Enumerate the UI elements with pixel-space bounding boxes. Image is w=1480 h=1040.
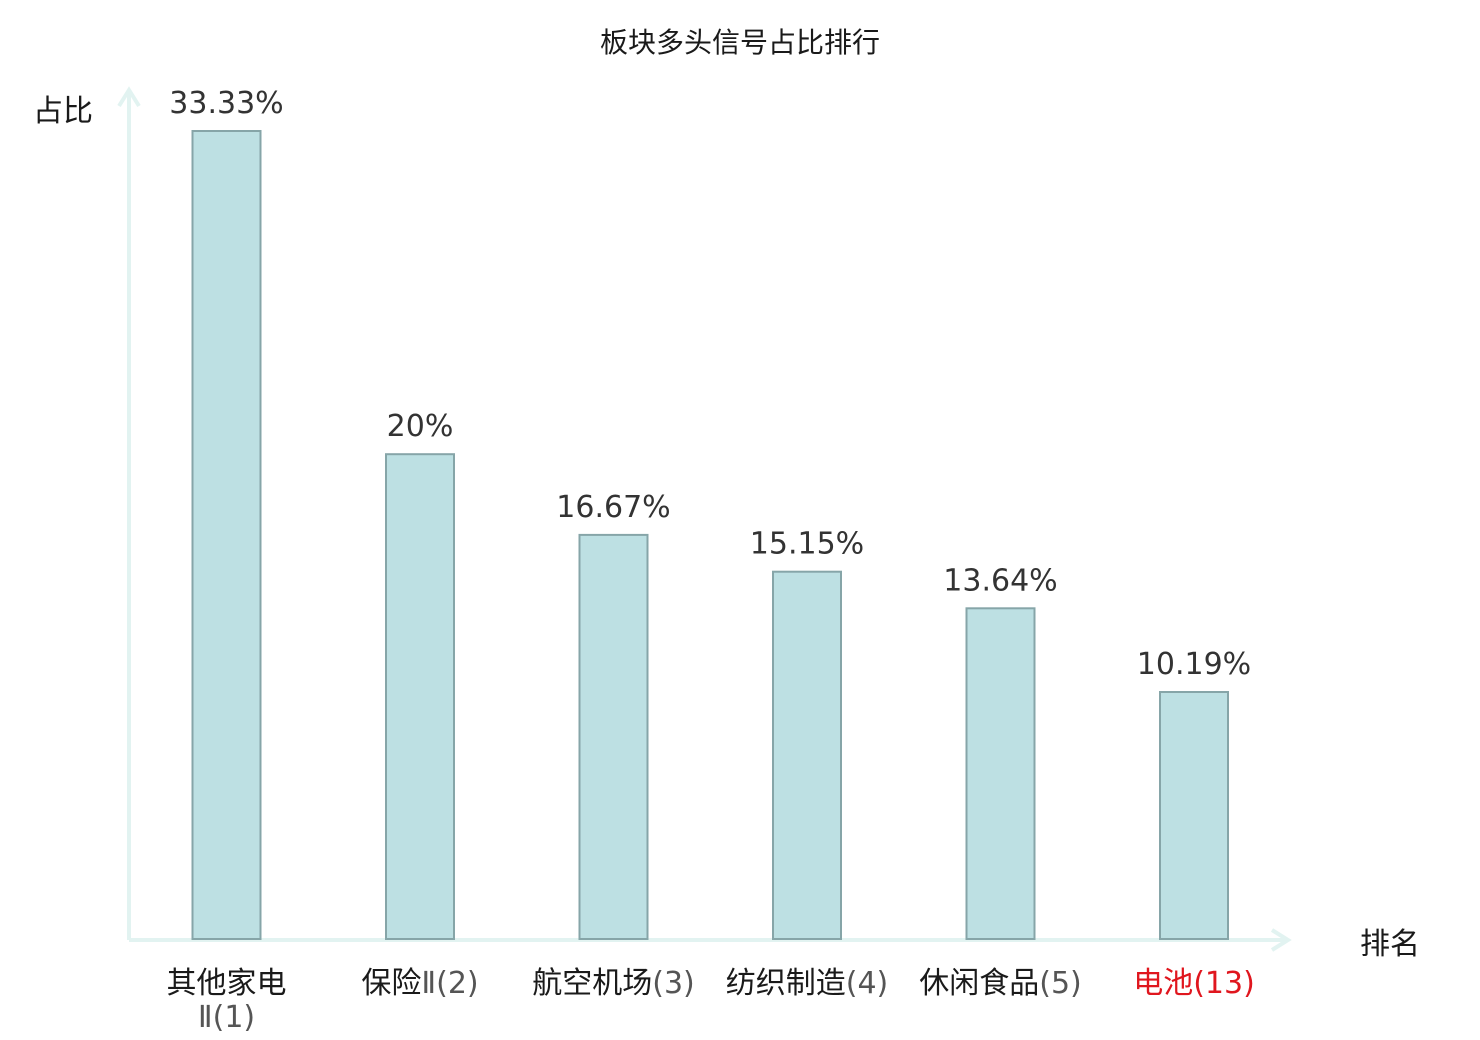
value-label-5: 13.64%	[943, 563, 1057, 598]
x-axis-label: 排名	[1360, 927, 1420, 962]
category-label-3: 航空机场(3)	[532, 966, 695, 1001]
bars-group	[191, 130, 1229, 941]
category-label-5: 休闲食品(5)	[919, 966, 1082, 1001]
category-label-6: 电池(13)	[1133, 966, 1255, 1001]
category-rank-1: Ⅱ(1)	[198, 1000, 255, 1035]
chart-title: 板块多头信号占比排行	[600, 26, 880, 59]
category-labels-group: 其他家电 Ⅱ(1) 保险Ⅱ(2) 航空机场(3) 纺织制造(4) 休闲食品(5) 电池(13…	[167, 966, 1255, 1035]
y-axis-arrow	[117, 86, 141, 108]
value-label-1: 33.33%	[169, 86, 283, 121]
category-rank-4: (4)	[846, 966, 889, 1001]
category-label-2: 保险Ⅱ(2)	[361, 966, 478, 1001]
category-name-3: 航空机场	[532, 966, 652, 1001]
x-axis-arrow	[1270, 928, 1292, 952]
y-axis-label: 占比	[33, 94, 93, 129]
category-label-1: 其他家电 Ⅱ(1)	[167, 966, 287, 1035]
category-name-4: 纺织制造	[726, 966, 846, 1001]
category-label-4: 纺织制造(4)	[726, 966, 889, 1001]
bar-3	[578, 533, 649, 941]
category-rank-2: Ⅱ(2)	[421, 966, 478, 1001]
category-name-5: 休闲食品	[919, 966, 1039, 1001]
value-label-6: 10.19%	[1137, 647, 1251, 682]
category-name-1: 其他家电	[167, 966, 287, 1001]
bar-1	[191, 130, 262, 940]
category-rank-3: (3)	[652, 966, 695, 1001]
category-name-2: 保险	[361, 966, 421, 1001]
value-label-4: 15.15%	[750, 527, 864, 562]
value-labels-group: 33.33% 20% 16.67% 15.15% 13.64% 10.19%	[169, 86, 1251, 682]
category-rank-5: (5)	[1039, 966, 1082, 1001]
axes	[117, 86, 1292, 952]
category-name-6: 电池	[1133, 966, 1193, 1001]
bar-2	[385, 453, 455, 940]
category-rank-6: (13)	[1193, 966, 1255, 1001]
bar-5	[965, 607, 1036, 940]
bar-6	[1159, 691, 1229, 940]
value-label-2: 20%	[387, 409, 454, 444]
value-label-3: 16.67%	[556, 490, 670, 525]
bar-4	[772, 570, 842, 940]
